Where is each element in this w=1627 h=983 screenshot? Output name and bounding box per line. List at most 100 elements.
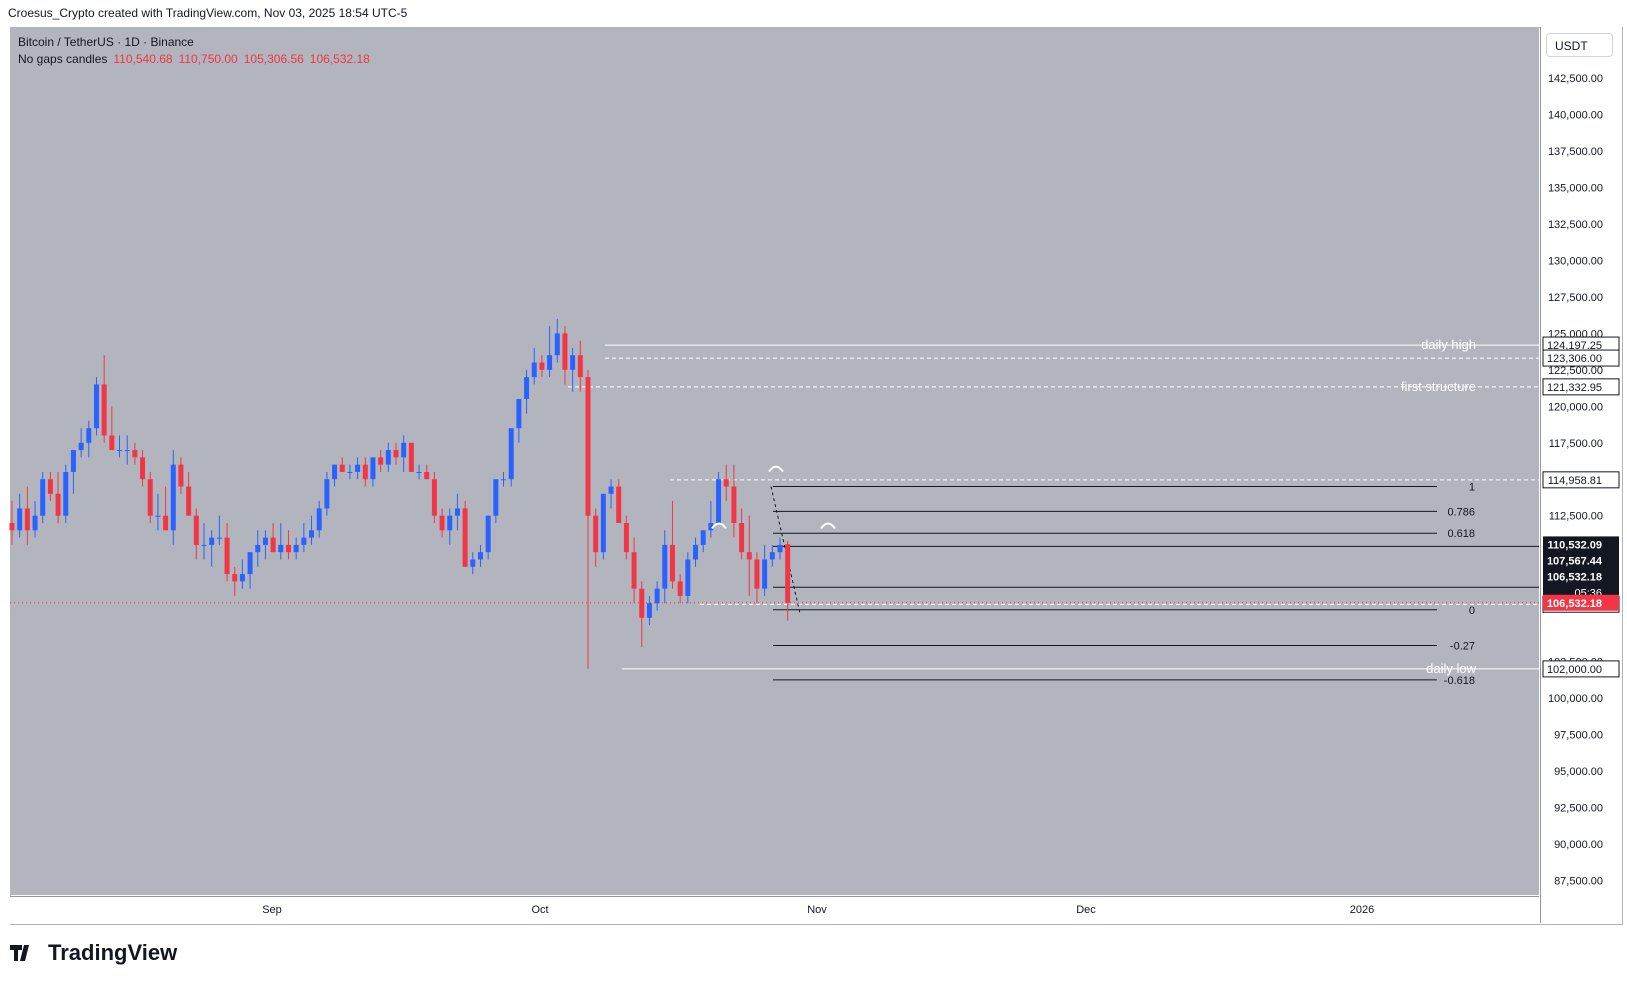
candle-body <box>708 523 714 531</box>
candle-body <box>723 479 729 487</box>
candle-body <box>155 515 161 517</box>
candle-body <box>86 428 92 443</box>
level-label: daily low <box>1426 661 1476 676</box>
candle-body <box>731 486 737 523</box>
time-axis[interactable] <box>10 896 1539 924</box>
candle-body <box>247 552 253 575</box>
candle-body <box>24 508 30 531</box>
fib-ratio-label: 1 <box>1469 482 1475 494</box>
candle-body <box>9 523 15 531</box>
candle-body <box>170 464 176 531</box>
x-tick-label: Sep <box>262 904 282 916</box>
candle-body <box>547 355 553 370</box>
candle-body <box>608 486 614 494</box>
candle-body <box>485 515 491 553</box>
price-block-label: 106,532.18 <box>1547 571 1602 583</box>
candle-body <box>700 530 706 545</box>
fib-ratio-label: -0.27 <box>1450 641 1475 653</box>
price-tag-daily-low: 102,000.00 <box>1547 664 1602 676</box>
candle-body <box>562 333 568 370</box>
y-tick-label: 142,500.00 <box>1548 73 1603 85</box>
candle-body <box>385 450 391 465</box>
price-tag-daily-low-bg <box>1542 660 1620 678</box>
candle-body <box>531 362 537 378</box>
candle-body <box>163 515 169 531</box>
fib-ratio-label: 0.618 <box>1447 528 1475 540</box>
price-block-bg <box>1543 536 1619 601</box>
candle-body <box>124 450 130 452</box>
candle-body <box>216 537 222 539</box>
candle-body <box>17 508 23 531</box>
candle-body <box>777 544 783 553</box>
ohlc-close: 106,532.18 <box>309 52 370 66</box>
candle-body <box>78 442 84 451</box>
candle-body <box>70 450 76 472</box>
candle-body <box>646 603 652 618</box>
candle-body <box>493 479 499 516</box>
y-tick-label: 112,500.00 <box>1549 511 1603 523</box>
candle-body <box>501 479 507 481</box>
currency-button[interactable]: USDT <box>1546 33 1613 57</box>
y-tick-label: 140,000.00 <box>1548 110 1603 122</box>
candle-body <box>40 479 46 516</box>
candle-body <box>654 588 660 604</box>
candle-body <box>769 552 775 560</box>
candle-body <box>93 384 99 429</box>
chart-mode-label: No gaps candles <box>18 52 108 66</box>
candle-body <box>416 471 422 473</box>
price-tag: 114,958.81 <box>1548 475 1602 487</box>
candle-body <box>255 544 261 553</box>
candle-body <box>293 544 299 553</box>
candle-body <box>762 559 768 589</box>
candle-body <box>431 479 437 516</box>
candle-body <box>147 479 153 516</box>
candle-body <box>639 588 645 618</box>
candle-body <box>224 537 230 575</box>
candle-body <box>785 544 791 603</box>
y-tick-label: 90,000.00 <box>1554 839 1603 851</box>
ohlc-low: 105,306.56 <box>243 52 304 66</box>
last-price-tag: 106,532.18 <box>1547 598 1602 610</box>
candle-body <box>301 537 307 545</box>
y-tick-label: 127,500.00 <box>1548 292 1603 304</box>
candle-body <box>101 384 107 436</box>
candle-body <box>201 544 207 546</box>
candle-body <box>270 537 276 553</box>
candle-body <box>393 450 399 458</box>
price-pane[interactable] <box>10 27 1539 895</box>
candle-body <box>186 486 192 516</box>
candle-body <box>262 537 268 545</box>
candle-body <box>685 559 691 596</box>
price-tag-bg <box>1542 471 1620 489</box>
last-price-tag-bg <box>1543 594 1619 611</box>
candle-body <box>132 450 138 458</box>
arc-annotation <box>711 522 727 530</box>
candle-body <box>616 486 622 523</box>
candle-body <box>209 537 215 545</box>
price-tag: 123,306.00 <box>1547 353 1602 365</box>
candle-body <box>739 523 745 553</box>
candle-body <box>347 471 353 473</box>
candle-body <box>669 544 675 582</box>
candle-body <box>585 377 591 516</box>
candle-body <box>516 399 522 429</box>
candle-body <box>378 457 384 465</box>
candle-body <box>424 471 430 480</box>
fib-ratio-label: -0.618 <box>1444 675 1475 687</box>
fib-ratio-label: 0.786 <box>1447 506 1475 518</box>
level-label: daily high <box>1421 337 1476 352</box>
candle-body <box>63 471 69 516</box>
candle-body <box>693 544 699 560</box>
symbol-legend[interactable]: Bitcoin / TetherUS · 1D · Binance <box>18 35 194 49</box>
x-tick-label: Nov <box>807 904 827 916</box>
candle-body <box>332 464 338 480</box>
y-tick-label: 92,500.00 <box>1554 802 1603 814</box>
y-tick-label: 100,000.00 <box>1548 693 1603 705</box>
y-tick-label: 132,500.00 <box>1548 219 1603 231</box>
candle-body <box>232 574 238 582</box>
y-tick-label: 120,000.00 <box>1548 401 1603 413</box>
candle-body <box>462 508 468 567</box>
candle-body <box>570 355 576 370</box>
candle-body <box>109 435 115 451</box>
